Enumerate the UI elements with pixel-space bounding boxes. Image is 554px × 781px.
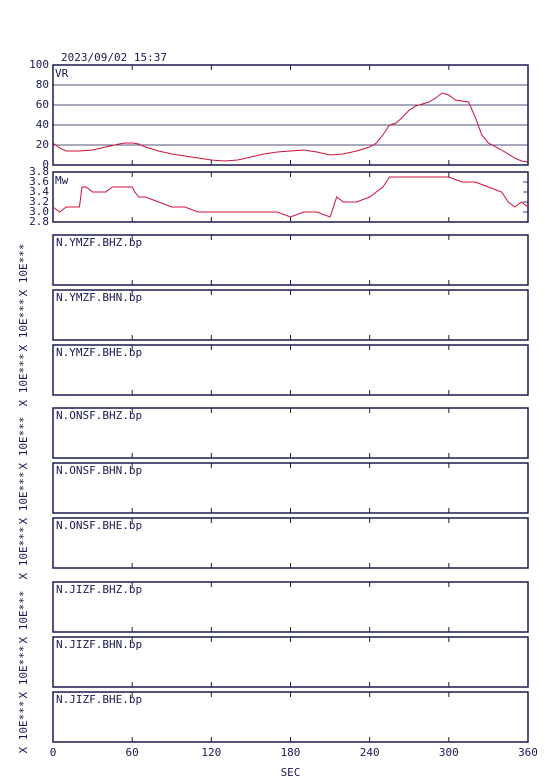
panel-label: N.YMZF.BHN.bp	[56, 291, 142, 304]
y-axis-label: X 10E***	[17, 591, 30, 644]
y-axis-label: X 10E***	[17, 472, 30, 525]
y-tick-label: 3.0	[29, 205, 49, 218]
x-tick-label: 240	[360, 746, 380, 759]
panel-label: N.JIZF.BHE.bp	[56, 693, 142, 706]
y-axis-label: X 10E***	[17, 646, 30, 699]
x-tick-label: 360	[518, 746, 538, 759]
y-tick-label: 3.6	[29, 175, 49, 188]
x-tick-label: 0	[50, 746, 57, 759]
y-axis-label: X 10E***	[17, 527, 30, 580]
y-axis-label: X 10E***	[17, 354, 30, 407]
y-axis-label: X 10E***	[17, 299, 30, 352]
y-tick-label: 60	[36, 98, 49, 111]
panel-label: N.YMZF.BHE.bp	[56, 346, 142, 359]
y-axis-label: X 10E***	[17, 417, 30, 470]
y-tick-label: 40	[36, 118, 49, 131]
y-axis-label: X 10E***	[17, 244, 30, 297]
panel-label: N.JIZF.BHZ.bp	[56, 583, 142, 596]
y-tick-label: 0	[42, 158, 49, 171]
data-line	[52, 176, 529, 218]
panel-label: N.ONSF.BHN.bp	[56, 464, 142, 477]
x-tick-label: 300	[439, 746, 459, 759]
y-tick-label: 80	[36, 78, 49, 91]
series-label: VR	[55, 67, 69, 80]
panel-label: N.JIZF.BHN.bp	[56, 638, 142, 651]
panel-label: N.ONSF.BHE.bp	[56, 519, 142, 532]
panel-label: N.YMZF.BHZ.bp	[56, 236, 142, 249]
x-tick-label: 180	[281, 746, 301, 759]
x-tick-label: 120	[201, 746, 221, 759]
data-line	[52, 92, 529, 163]
y-tick-label: 20	[36, 138, 49, 151]
x-axis-label: SEC	[281, 766, 301, 779]
y-tick-label: 3.4	[29, 185, 49, 198]
panel-frame	[52, 64, 529, 166]
y-axis-label: X 10E***	[17, 701, 30, 754]
chart-title: 2023/09/02 15:37	[61, 51, 167, 64]
y-tick-label: 3.2	[29, 195, 49, 208]
y-tick-label: 3.8	[29, 165, 49, 178]
y-tick-label: 2.8	[29, 215, 49, 228]
series-label: Mw	[55, 174, 69, 187]
y-tick-label: 100	[29, 58, 49, 71]
x-tick-label: 60	[126, 746, 139, 759]
panel-label: N.ONSF.BHZ.bp	[56, 409, 142, 422]
